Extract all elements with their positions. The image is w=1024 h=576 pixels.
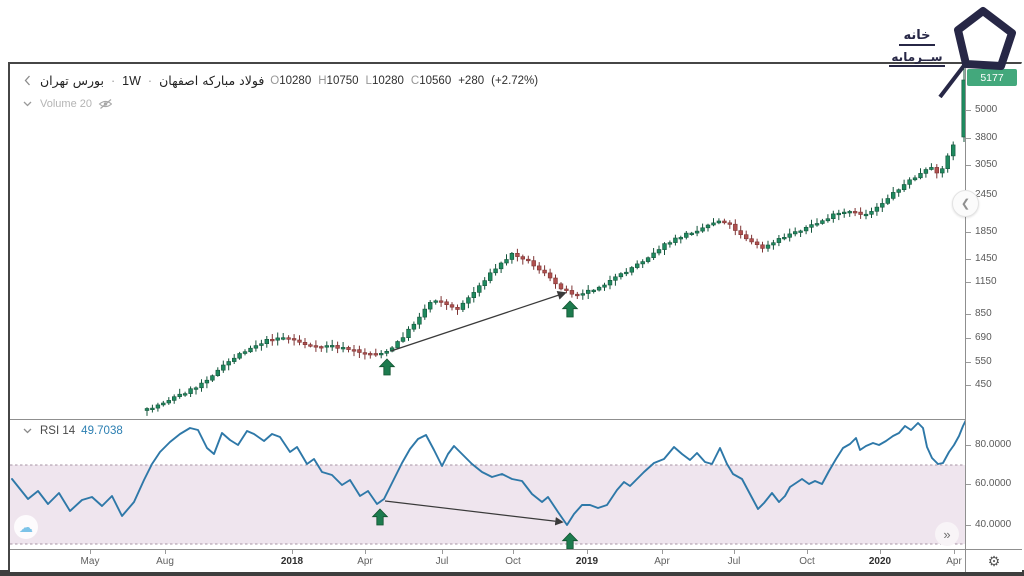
open-label: O bbox=[270, 74, 280, 87]
time-axis-label: Oct bbox=[505, 556, 521, 567]
price-axis-label: 690 bbox=[966, 332, 992, 343]
change-percent: (+2.72%) bbox=[491, 74, 539, 87]
time-axis-label: 2018 bbox=[280, 556, 304, 567]
rsi-indicator-label[interactable]: RSI 14 bbox=[40, 425, 76, 437]
volume-legend-row: Volume 20 bbox=[20, 97, 112, 111]
open-value: 10280 bbox=[279, 74, 312, 87]
time-axis-label: Apr bbox=[946, 556, 962, 567]
chevron-down-icon[interactable] bbox=[20, 97, 34, 111]
time-axis-tick bbox=[90, 550, 91, 554]
close-label: C bbox=[410, 74, 420, 87]
time-axis-tick bbox=[587, 550, 588, 554]
candlestick-chart-canvas[interactable] bbox=[10, 64, 967, 419]
high-label: H bbox=[318, 74, 327, 87]
separator-dot: · bbox=[111, 73, 116, 88]
time-axis-tick bbox=[165, 550, 166, 554]
high-value: 10750 bbox=[326, 74, 359, 87]
price-axis-label: 80.0000 bbox=[965, 439, 1012, 450]
eye-hidden-icon[interactable] bbox=[98, 97, 112, 111]
price-axis-label: 450 bbox=[966, 379, 992, 390]
rsi-pane[interactable] bbox=[10, 419, 965, 549]
time-axis-tick bbox=[807, 550, 808, 554]
price-axis-label: 1850 bbox=[965, 226, 998, 237]
rsi-chart-canvas[interactable] bbox=[10, 419, 965, 549]
time-axis-tick bbox=[292, 550, 293, 554]
price-axis-label: 3050 bbox=[965, 159, 998, 170]
exchange-name[interactable]: بورس تهران bbox=[40, 73, 104, 88]
pane-divider[interactable] bbox=[10, 419, 1022, 420]
time-axis-tick bbox=[442, 550, 443, 554]
time-axis[interactable]: May Aug 2018 Apr Jul Oct 2019 Apr Jul Oct 2020 Apr bbox=[10, 549, 965, 572]
ohlc-values: O10280 H10750 L10280 C10560 +280 (+2.72%… bbox=[270, 75, 538, 87]
time-axis-tick bbox=[880, 550, 881, 554]
pane-expand-button[interactable]: » bbox=[935, 522, 959, 546]
price-axis[interactable]: 5177 ❮ 5000 3800 3050 2450 1850 1450 1150 850 69… bbox=[952, 64, 1022, 549]
symbol-legend-row: بورس تهران · 1W · فولاد مبارکه اصفهان O1… bbox=[20, 73, 542, 88]
time-axis-tick bbox=[954, 550, 955, 554]
brand-wordmark: خانه ســرمایه bbox=[884, 24, 950, 67]
time-axis-tick bbox=[734, 550, 735, 554]
chevron-down-icon[interactable] bbox=[20, 424, 34, 438]
timeframe-label[interactable]: 1W bbox=[122, 73, 141, 88]
rsi-legend-row: RSI 14 49.7038 bbox=[20, 424, 123, 438]
brand-word-top: خانه bbox=[899, 28, 935, 46]
time-axis-label: Oct bbox=[799, 556, 815, 567]
time-axis-label: Apr bbox=[357, 556, 373, 567]
last-price-badge: 5177 bbox=[967, 69, 1017, 86]
chart-frame: بورس تهران · 1W · فولاد مبارکه اصفهان O1… bbox=[8, 62, 1022, 572]
price-axis-label: 1150 bbox=[966, 276, 997, 287]
bottom-frame-border bbox=[0, 570, 1024, 576]
time-axis-tick bbox=[365, 550, 366, 554]
price-axis-label: 60.0000 bbox=[965, 478, 1012, 489]
price-axis-label: 550 bbox=[966, 356, 992, 367]
time-axis-label: 2019 bbox=[575, 556, 599, 567]
time-axis-label: Jul bbox=[727, 556, 741, 567]
time-axis-label: Jul bbox=[435, 556, 449, 567]
time-axis-corner: ⚙ bbox=[965, 549, 1022, 572]
time-axis-label: Apr bbox=[654, 556, 670, 567]
price-axis-label: 3800 bbox=[965, 132, 998, 143]
price-axis-label: 5000 bbox=[965, 104, 998, 115]
symbol-name[interactable]: فولاد مبارکه اصفهان bbox=[159, 73, 265, 88]
time-axis-label: 2020 bbox=[868, 556, 892, 567]
axis-collapse-button[interactable]: ❮ bbox=[952, 190, 979, 217]
time-axis-tick bbox=[662, 550, 663, 554]
price-pane[interactable] bbox=[10, 64, 967, 419]
separator-dot: · bbox=[147, 73, 153, 88]
price-axis-label: 1450 bbox=[965, 253, 998, 264]
close-value: 10560 bbox=[419, 74, 452, 87]
rsi-current-value: 49.7038 bbox=[81, 425, 123, 437]
change-value: +280 bbox=[458, 74, 485, 87]
low-label: L bbox=[365, 74, 372, 87]
price-axis-label: 40.0000 bbox=[965, 519, 1012, 530]
settings-gear-icon[interactable]: ⚙ bbox=[987, 553, 1001, 569]
time-axis-tick bbox=[513, 550, 514, 554]
price-axis-label: 850 bbox=[966, 308, 992, 319]
chevron-left-icon[interactable] bbox=[20, 74, 34, 88]
time-axis-label: May bbox=[80, 556, 100, 567]
time-axis-label: Aug bbox=[156, 556, 174, 567]
low-value: 10280 bbox=[371, 74, 404, 87]
volume-indicator-label[interactable]: Volume 20 bbox=[40, 98, 92, 110]
watermark-logo-icon: ☁ bbox=[14, 515, 38, 539]
